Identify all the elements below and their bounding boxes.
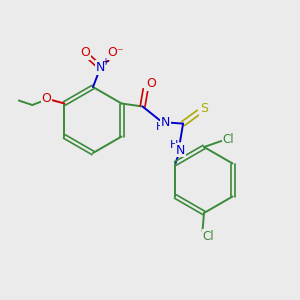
Text: N: N — [96, 61, 105, 74]
Text: S: S — [200, 102, 208, 115]
Text: O: O — [81, 46, 90, 59]
Text: O: O — [41, 92, 51, 105]
Text: O⁻: O⁻ — [107, 46, 124, 59]
Text: Cl: Cl — [222, 133, 234, 146]
Text: O: O — [146, 77, 156, 90]
Text: H: H — [170, 140, 178, 150]
Text: Cl: Cl — [203, 230, 214, 243]
Text: N: N — [176, 143, 185, 157]
Text: H: H — [155, 122, 164, 132]
Text: +: + — [101, 57, 109, 68]
Text: N: N — [161, 116, 170, 129]
